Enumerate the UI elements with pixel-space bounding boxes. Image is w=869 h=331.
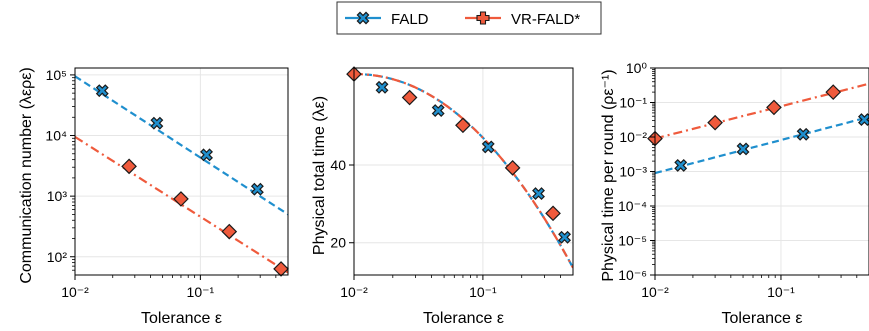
- y-tick-label: 10⁻¹: [619, 95, 647, 111]
- x-axis-label: Tolerance ε: [722, 310, 803, 327]
- x-tick-label: 10⁻¹: [767, 284, 795, 300]
- legend-label: FALD: [391, 11, 429, 28]
- plot-area: [655, 82, 869, 175]
- x-tick-label: 10⁻²: [61, 284, 89, 300]
- x-tick-label: 10⁻¹: [187, 284, 215, 300]
- x-tick-label: 10⁻¹: [469, 284, 497, 300]
- data-point-vr-fald: [221, 223, 238, 240]
- axes-frame: [353, 67, 574, 276]
- data-point-fald: [736, 142, 750, 156]
- data-point-vr-fald: [825, 84, 842, 100]
- x-axis-label: Tolerance ε: [141, 310, 222, 327]
- panel-time-per-round: 10⁻² 10⁻¹ 10⁻⁶ 10⁻⁵ 10⁻⁴ 10⁻³ 10⁻² 10⁻¹ 10⁰ Toler…: [600, 60, 869, 327]
- y-axis-label: Physical time per round (ρε⁻¹): [600, 69, 617, 281]
- data-point-vr-fald: [766, 99, 782, 116]
- data-point-vr-fald: [121, 158, 137, 175]
- data-point-fald: [375, 80, 389, 94]
- legend-label: VR-FALD*: [511, 11, 580, 28]
- data-point-fald: [674, 158, 688, 172]
- data-point-fald: [558, 230, 572, 244]
- y-tick-label: 10²: [47, 249, 68, 265]
- x-tick-label: 10⁻²: [641, 284, 669, 300]
- series-line-vr-fald: [354, 72, 573, 269]
- y-axis-label: Communication number (λερε): [18, 67, 35, 283]
- data-point-vr-fald: [504, 159, 521, 176]
- x-tick-label: 10⁻²: [340, 284, 368, 300]
- y-tick-label: 10⁻⁶: [618, 267, 647, 283]
- axes-frame: [74, 67, 289, 276]
- legend-item-vr-fald: VR-FALD*: [465, 11, 580, 28]
- y-tick-label: 10⁰: [626, 60, 648, 76]
- panel-communication: 10⁻² 10⁻¹ 10² 10³ 10⁴ 10⁵ Tolerance ε Communica…: [18, 67, 289, 327]
- y-tick-label: 10³: [47, 188, 68, 204]
- plot-area: [354, 72, 573, 269]
- series-line-vr-fald: [75, 135, 288, 274]
- data-point-fald: [95, 84, 109, 98]
- series-line-fald: [655, 115, 869, 175]
- data-point-vr-fald: [173, 191, 189, 207]
- data-point-vr-fald: [545, 205, 561, 222]
- data-point-fald: [250, 182, 264, 196]
- data-point-vr-fald: [273, 261, 289, 277]
- y-tick-label: 10⁻³: [619, 164, 647, 180]
- data-point-fald: [431, 104, 445, 118]
- y-tick-label: 10⁵: [46, 67, 67, 83]
- data-point-vr-fald: [401, 89, 418, 106]
- y-tick-label: 10⁻⁴: [618, 198, 647, 214]
- x-axis-label: Tolerance ε: [423, 310, 504, 327]
- y-tick-label: 20: [330, 235, 346, 251]
- y-tick-label: 10⁴: [45, 128, 67, 144]
- data-point-fald: [150, 116, 164, 130]
- data-point-fald: [532, 187, 545, 201]
- data-point-vr-fald: [707, 114, 723, 131]
- legend: FALD VR-FALD*: [336, 1, 602, 35]
- data-point-fald: [200, 148, 213, 162]
- series-line-fald: [354, 72, 573, 269]
- panels: 10⁻² 10⁻¹ 10² 10³ 10⁴ 10⁵ Tolerance ε Communica…: [18, 60, 869, 327]
- data-point-fald: [857, 113, 869, 127]
- legend-marker: [476, 11, 490, 25]
- data-point-fald: [796, 127, 810, 141]
- y-tick-label: 40: [330, 157, 346, 173]
- data-point-vr-fald: [455, 117, 471, 134]
- data-point-fald: [481, 140, 495, 154]
- legend-marker: [356, 11, 370, 25]
- legend-item-fald: FALD: [345, 11, 429, 28]
- plot-area: [75, 75, 288, 274]
- y-tick-label: 10⁻⁵: [618, 233, 647, 249]
- panel-total-time: 10⁻² 10⁻¹ 20 40 Tolerance ε Physical total ti…: [311, 66, 574, 327]
- y-axis-label: Physical total time (λε): [311, 96, 328, 255]
- y-tick-label: 10⁻²: [619, 129, 647, 145]
